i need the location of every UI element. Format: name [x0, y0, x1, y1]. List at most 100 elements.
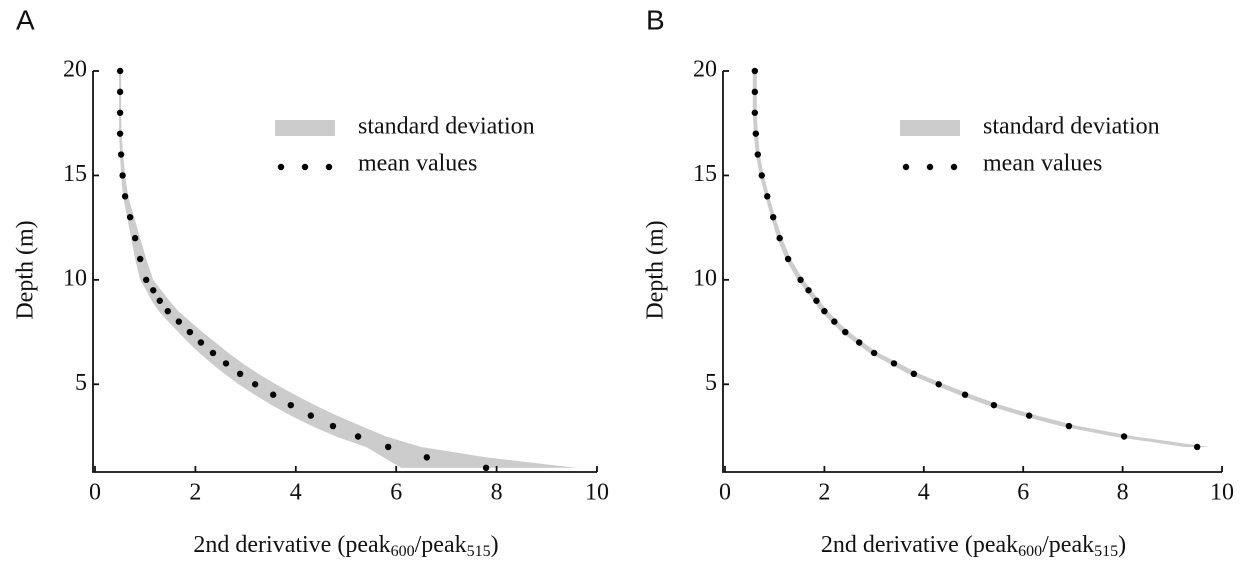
mean-dot	[770, 213, 777, 221]
y-tick-label: 20	[693, 57, 717, 83]
mean-dot	[752, 130, 760, 137]
mean-dot	[482, 464, 490, 472]
x-tick-label: 8	[1117, 480, 1129, 506]
mean-dot	[270, 391, 277, 398]
mean-dot	[150, 287, 157, 294]
x-label-part: 2nd derivative (peak	[821, 532, 1018, 558]
mean-dot	[186, 328, 194, 336]
mean-dot	[164, 307, 171, 315]
mean-dot	[751, 88, 759, 96]
x-label-part: )	[491, 532, 499, 558]
panel-label: B	[646, 4, 665, 35]
mean-dot	[797, 276, 804, 284]
legend-dot	[277, 163, 285, 171]
mean-dot	[1065, 422, 1073, 430]
axes	[722, 71, 1222, 473]
x-label-subscript: 600	[1018, 543, 1042, 560]
mean-dot	[935, 381, 942, 388]
mean-dot	[251, 381, 259, 388]
legend-label: mean values	[358, 151, 477, 177]
x-tick-label: 10	[1210, 480, 1234, 506]
legend-label: standard deviation	[358, 114, 535, 140]
legend-dot	[325, 163, 333, 171]
mean-dot	[116, 109, 124, 116]
mean-dot	[855, 339, 863, 346]
mean-dot	[751, 109, 759, 116]
x-tick-label: 6	[390, 480, 402, 506]
x-label-subscript: 600	[391, 543, 415, 560]
x-label-subscript: 515	[467, 543, 491, 560]
y-tick-label: 10	[693, 265, 717, 291]
mean-dot	[1025, 412, 1033, 419]
mean-dot	[764, 193, 771, 200]
mean-dot	[222, 360, 230, 367]
mean-dot	[329, 422, 337, 430]
x-label-subscript: 515	[1094, 543, 1118, 560]
mean-dot	[116, 130, 124, 137]
legend-swatch	[900, 120, 960, 136]
mean-dot	[784, 255, 792, 263]
x-axis-label: 2nd derivative (peak600/peak515)	[821, 532, 1126, 560]
std-band	[119, 71, 577, 468]
y-tick-label: 15	[693, 161, 717, 187]
legend-dot	[926, 163, 934, 171]
legend-dot	[902, 163, 910, 171]
x-tick-label: 6	[1017, 480, 1029, 506]
x-tick-label: 2	[189, 480, 201, 506]
x-tick-label: 4	[290, 480, 302, 506]
panel-label: A	[16, 4, 35, 35]
mean-dot	[961, 391, 969, 398]
y-tick-label: 5	[705, 370, 717, 396]
mean-dot	[821, 307, 828, 315]
legend-label: mean values	[983, 151, 1102, 177]
x-label-part: /peak	[1042, 532, 1094, 558]
mean-dot	[423, 454, 431, 461]
mean-dot	[890, 360, 898, 367]
legend-label: standard deviation	[983, 114, 1160, 140]
y-tick-label: 20	[63, 57, 87, 83]
mean-dot	[1120, 433, 1128, 440]
mean-dot	[126, 213, 134, 221]
x-tick-label: 8	[491, 480, 503, 506]
mean-dot	[175, 318, 183, 325]
x-tick-label: 0	[89, 480, 101, 506]
mean-dot	[384, 443, 392, 451]
mean-dot	[813, 297, 820, 304]
x-label-part: /peak	[415, 532, 467, 558]
mean-dot	[156, 297, 163, 304]
mean-dot	[143, 276, 150, 284]
mean-dot	[116, 88, 124, 96]
mean-dot	[990, 401, 998, 409]
mean-dot	[754, 151, 762, 158]
mean-dot	[307, 412, 315, 419]
legend-dot	[301, 163, 309, 171]
mean-dot	[287, 401, 294, 409]
mean-dot	[117, 151, 125, 158]
mean-dot	[136, 255, 144, 263]
mean-dot	[1193, 443, 1201, 451]
mean-dot	[870, 349, 878, 357]
mean-dot	[116, 67, 124, 75]
mean-dot	[751, 67, 759, 75]
mean-dot	[197, 339, 205, 346]
mean-dot	[209, 349, 217, 357]
y-tick-label: 10	[63, 265, 87, 291]
x-tick-label: 0	[719, 480, 731, 506]
mean-dot	[758, 172, 765, 179]
mean-dot	[119, 172, 126, 179]
mean-dot	[131, 234, 139, 242]
y-tick-label: 15	[63, 161, 87, 187]
x-tick-label: 10	[585, 480, 609, 506]
y-axis-label: Depth (m)	[643, 220, 669, 319]
legend-dot	[950, 163, 958, 171]
mean-dot	[236, 370, 244, 378]
y-tick-label: 5	[75, 370, 87, 396]
mean-dot	[842, 328, 849, 336]
mean-dot	[910, 370, 918, 378]
x-axis-label: 2nd derivative (peak600/peak515)	[193, 532, 498, 560]
x-label-part: )	[1118, 532, 1126, 558]
mean-dot	[121, 193, 129, 200]
x-label-part: 2nd derivative (peak	[193, 532, 390, 558]
mean-dot	[805, 287, 812, 294]
